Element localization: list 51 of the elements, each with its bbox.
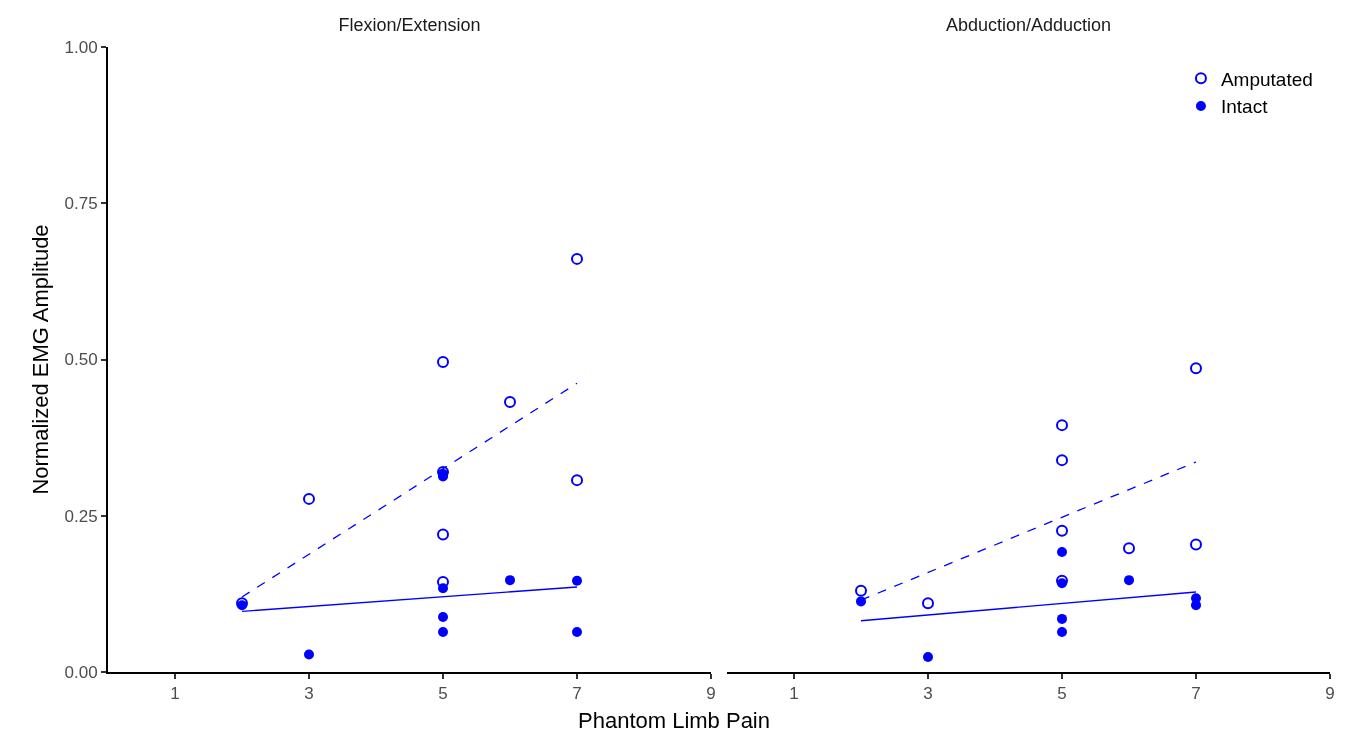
- x-tick-label: 9: [1325, 684, 1335, 704]
- legend-label: Intact: [1220, 96, 1269, 118]
- point: [437, 356, 449, 368]
- point: [571, 252, 583, 265]
- point: [304, 649, 314, 660]
- x-tick-label: 5: [438, 684, 448, 704]
- point: [438, 612, 448, 622]
- y-tick-label: 0.50: [64, 350, 98, 370]
- x-tick-label: 3: [304, 684, 314, 704]
- x-tick-label: 7: [572, 684, 582, 704]
- point: [438, 583, 448, 594]
- point: [923, 652, 933, 662]
- x-tick-label: 1: [789, 684, 799, 704]
- point: [1056, 454, 1068, 467]
- point: [1056, 524, 1068, 537]
- y-tick-label: 1.00: [64, 37, 98, 57]
- point: [572, 627, 582, 637]
- x-tick-label: 5: [1057, 684, 1067, 704]
- legend-label: Amputated: [1220, 68, 1313, 90]
- x-tick-label: 7: [1191, 684, 1201, 704]
- chart-title: Flexion/Extension: [338, 15, 481, 36]
- point: [437, 528, 449, 541]
- point: [1123, 542, 1135, 555]
- y-tick-label: 0.75: [64, 194, 98, 214]
- point: [1191, 600, 1201, 611]
- x-tick-label: 1: [170, 684, 180, 704]
- point: [855, 584, 867, 597]
- x-axis-title: Phantom Limb Pain: [577, 708, 771, 734]
- x-tick-label: 9: [706, 684, 716, 704]
- point: [856, 596, 866, 607]
- point: [572, 575, 582, 586]
- y-axis-title: Normalized EMG Amplitude: [27, 224, 53, 495]
- point: [1057, 578, 1067, 589]
- point: [1057, 547, 1067, 557]
- point: [1057, 613, 1067, 624]
- point: [571, 474, 583, 487]
- chart-title: Abduction/Adduction: [945, 15, 1112, 36]
- point: [437, 576, 449, 588]
- point: [1190, 362, 1202, 375]
- point: [505, 575, 515, 586]
- x-tick-label: 3: [923, 684, 933, 704]
- point: [1057, 627, 1067, 637]
- point: [1190, 538, 1202, 551]
- point: [303, 492, 315, 505]
- point: [438, 627, 448, 637]
- point: [1056, 419, 1068, 432]
- y-tick-label: 0.00: [64, 662, 98, 682]
- y-tick-label: 0.25: [64, 506, 98, 526]
- point: [504, 396, 516, 408]
- point: [1124, 575, 1134, 586]
- point: [922, 597, 934, 610]
